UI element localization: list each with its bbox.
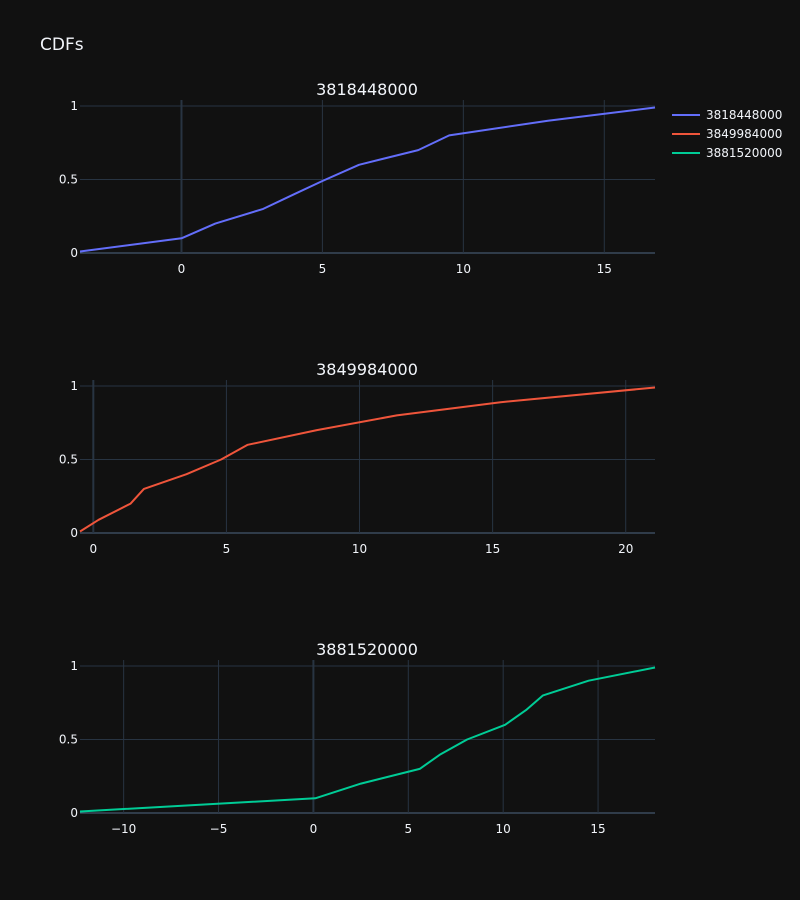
y-tick-label: 0.5 — [59, 173, 78, 187]
subplot-2-title: 3849984000 — [316, 360, 418, 379]
y-tick-label: 0 — [70, 806, 78, 820]
subplot-1: 3818448000 00.510 5 10 15 — [59, 80, 656, 276]
legend[interactable]: 3818448000 3849984000 3881520000 — [672, 108, 782, 160]
legend-label-3: 3881520000 — [706, 146, 782, 160]
x-tick-label: 0 — [89, 542, 97, 556]
series-line-3[interactable] — [79, 666, 656, 813]
x-tick-label: 15 — [597, 262, 612, 276]
x-tick-label: 5 — [223, 542, 231, 556]
y-tick-label: 0.5 — [59, 453, 78, 467]
legend-item-2[interactable]: 3849984000 — [672, 127, 782, 141]
y-tick-label: 0 — [70, 246, 78, 260]
x-tick-label: 10 — [496, 822, 511, 836]
x-tick-label: 15 — [590, 822, 605, 836]
y-tick-label: 0.5 — [59, 733, 78, 747]
subplot-3-grid — [80, 660, 655, 814]
series-line-1[interactable] — [79, 106, 656, 253]
legend-item-3[interactable]: 3881520000 — [672, 146, 782, 160]
x-tick-label: 15 — [485, 542, 500, 556]
x-tick-label: 0 — [310, 822, 318, 836]
subplot-3-title: 3881520000 — [316, 640, 418, 659]
legend-label-1: 3818448000 — [706, 108, 782, 122]
y-tick-label: 1 — [70, 379, 78, 393]
subplot-2: 3849984000 00.510 5 10 15 20 — [59, 360, 656, 556]
subplot-2-grid — [80, 380, 655, 534]
x-tick-label: −5 — [210, 822, 228, 836]
x-tick-label: 10 — [352, 542, 367, 556]
x-tick-label: 10 — [456, 262, 471, 276]
subplot-3: 3881520000 0 0.5 1 −10 −5 0 5 10 15 — [59, 640, 656, 836]
y-tick-label: 0 — [70, 526, 78, 540]
series-line-2[interactable] — [79, 386, 656, 533]
x-tick-label: 5 — [319, 262, 327, 276]
y-tick-label: 1 — [70, 659, 78, 673]
legend-item-1[interactable]: 3818448000 — [672, 108, 782, 122]
x-tick-label: 5 — [404, 822, 412, 836]
x-tick-label: 20 — [618, 542, 633, 556]
x-tick-label: −10 — [111, 822, 136, 836]
y-tick-label: 1 — [70, 99, 78, 113]
subplot-1-title: 3818448000 — [316, 80, 418, 99]
x-tick-label: 0 — [178, 262, 186, 276]
subplot-1-grid — [80, 100, 655, 254]
figure-title: CDFs — [40, 35, 84, 55]
legend-label-2: 3849984000 — [706, 127, 782, 141]
